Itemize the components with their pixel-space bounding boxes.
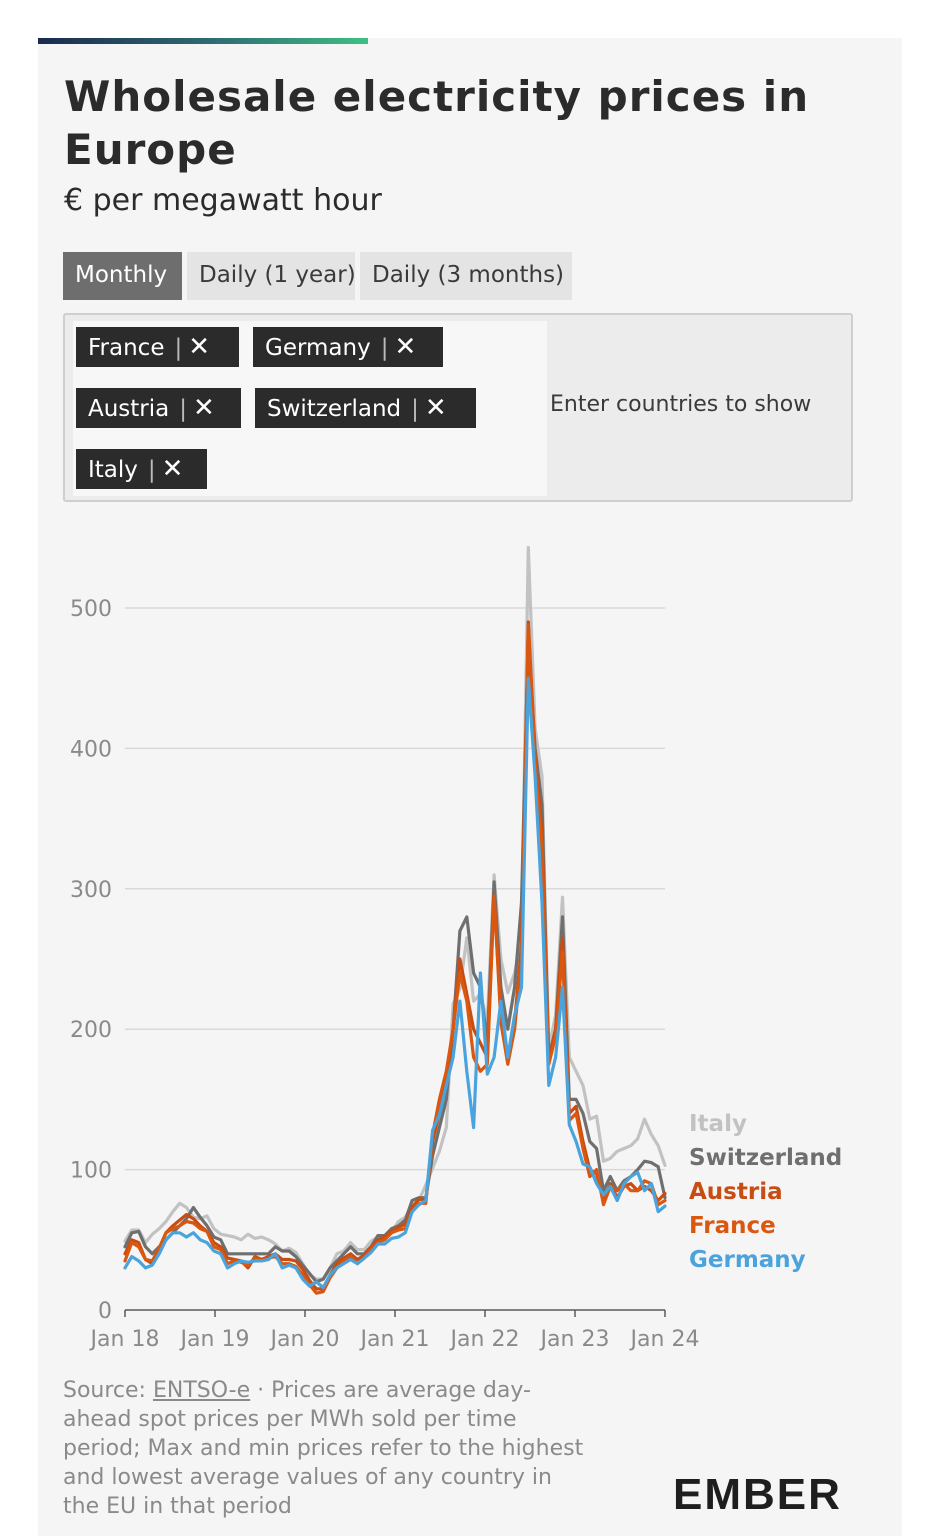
chip-separator: | <box>179 396 188 422</box>
chip-separator: | <box>174 335 183 361</box>
source-label: Source: <box>63 1378 146 1403</box>
chip-label: Austria <box>88 396 170 422</box>
legend-austria: Austria <box>689 1179 783 1205</box>
ember-logo: EMBER <box>673 1470 842 1520</box>
x-tick-label: Jan 18 <box>89 1327 160 1352</box>
chip-separator: | <box>147 457 156 483</box>
chip-switzerland[interactable]: Switzerland | ✕ <box>255 388 476 428</box>
series-line-switzerland <box>123 634 667 1284</box>
chart-subtitle: € per megawatt hour <box>64 183 382 218</box>
series-line-austria <box>123 620 667 1291</box>
chip-austria[interactable]: Austria | ✕ <box>76 388 241 428</box>
close-icon[interactable]: ✕ <box>193 393 215 423</box>
x-tick-label: Jan 19 <box>179 1327 250 1352</box>
chip-label: Switzerland <box>267 396 402 422</box>
close-icon[interactable]: ✕ <box>161 454 184 484</box>
chip-label: France <box>88 335 165 361</box>
y-tick-label: 400 <box>70 737 112 762</box>
legend-germany: Germany <box>689 1247 806 1273</box>
y-tick-label: 500 <box>70 597 112 622</box>
y-tick-label: 100 <box>70 1159 112 1184</box>
chip-italy[interactable]: Italy | ✕ <box>76 449 207 489</box>
series-line-germany <box>123 676 667 1290</box>
accent-bar <box>38 38 368 44</box>
chip-germany[interactable]: Germany | ✕ <box>253 327 443 367</box>
tab-daily-3-months[interactable]: Daily (3 months) <box>360 252 572 300</box>
chip-label: Germany <box>265 335 371 361</box>
close-icon[interactable]: ✕ <box>188 332 211 362</box>
close-icon[interactable]: ✕ <box>394 332 417 362</box>
x-tick-label: Jan 20 <box>269 1327 340 1352</box>
x-tick-label: Jan 21 <box>359 1327 430 1352</box>
legend-france: France <box>689 1213 776 1239</box>
x-tick-label: Jan 23 <box>539 1327 610 1352</box>
source-link[interactable]: ENTSO-e <box>152 1378 251 1403</box>
close-icon[interactable]: ✕ <box>424 393 447 423</box>
y-tick-label: 300 <box>70 878 112 903</box>
chart-title: Wholesale electricity prices in Europe <box>64 72 810 174</box>
chip-label: Italy <box>88 457 138 483</box>
selected-countries: France | ✕ Germany | ✕ Austria | ✕ Switzerland… <box>73 321 547 496</box>
country-selector[interactable]: France | ✕ Germany | ✕ Austria | ✕ Switzerland… <box>63 313 853 502</box>
chip-france[interactable]: France | ✕ <box>76 327 239 367</box>
logo-text: EMBER <box>673 1470 842 1519</box>
chip-separator: | <box>380 335 389 361</box>
source-note: Source: ENTSO-e · Prices are average day… <box>63 1376 593 1521</box>
tab-monthly[interactable]: Monthly <box>63 252 182 300</box>
series-line-france <box>123 623 667 1295</box>
x-tick-label: Jan 22 <box>449 1327 520 1352</box>
tab-daily-1-year[interactable]: Daily (1 year) <box>187 252 356 300</box>
legend-switzerland: Switzerland <box>689 1145 843 1171</box>
country-search-placeholder[interactable]: Enter countries to show <box>550 392 812 417</box>
y-tick-label: 200 <box>70 1018 112 1043</box>
chip-separator: | <box>411 396 419 422</box>
legend-italy: Italy <box>689 1111 747 1137</box>
source-text: · Prices are average day-ahead spot pric… <box>63 1378 584 1519</box>
x-tick-label: Jan 24 <box>629 1327 700 1352</box>
y-tick-label: 0 <box>98 1299 112 1324</box>
